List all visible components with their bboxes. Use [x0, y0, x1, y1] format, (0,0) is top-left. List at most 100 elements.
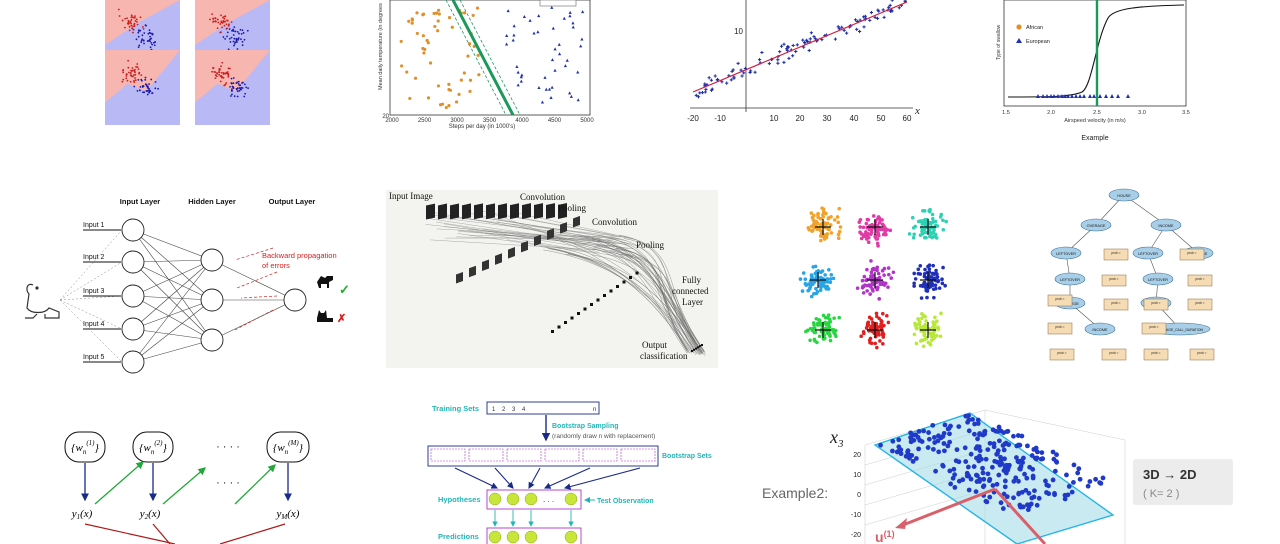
blue-point: [540, 100, 545, 104]
orange-point: [471, 13, 475, 18]
data-point: [896, 437, 902, 443]
cnn-input-image-label: Input Image: [389, 191, 433, 201]
connection: [132, 229, 213, 341]
cluster-point: [931, 263, 935, 268]
red-point: [226, 27, 228, 30]
tree-leaf: [1141, 322, 1167, 335]
data-point: [950, 475, 956, 481]
training-cell: 4: [522, 407, 526, 413]
data-point: [925, 445, 931, 450]
ym-node: yM(x): [276, 508, 300, 521]
data-point: [981, 476, 987, 482]
data-point: [1071, 462, 1077, 468]
data-point: [905, 449, 910, 455]
feature-map: [560, 222, 567, 234]
sampling-arrow: [494, 467, 514, 489]
red-point: [122, 68, 125, 71]
data-point: [966, 487, 972, 493]
blue-point: [148, 83, 151, 85]
cluster: [912, 263, 947, 300]
cluster-point: [868, 336, 873, 341]
blue-point: [505, 42, 509, 46]
connection: [132, 259, 213, 363]
blue-point: [232, 87, 235, 90]
red-point: [129, 20, 132, 23]
data-point: [1014, 455, 1019, 460]
cluster-point: [859, 236, 864, 241]
red-point: [130, 24, 133, 27]
cluster-point: [826, 313, 831, 317]
blue-point: [240, 32, 243, 35]
red-point: [134, 77, 136, 79]
regression-x-tick: 60: [903, 114, 912, 123]
svm-x-tick: 5000: [580, 118, 594, 124]
red-point: [133, 74, 135, 76]
blue-point: [149, 46, 152, 49]
logistic-y-label: Type of swallow: [996, 24, 1002, 60]
blue-point: [240, 86, 243, 89]
blue-point: [144, 83, 147, 86]
centroid-marker: [867, 219, 883, 235]
data-point: [1054, 452, 1059, 458]
data-point: [977, 476, 983, 482]
output-node: [283, 288, 307, 312]
cluster-point: [912, 271, 917, 276]
cluster-point: [933, 326, 937, 330]
red-point: [223, 24, 226, 27]
data-point: [1015, 433, 1021, 438]
svm-x-tick: 4000: [515, 118, 529, 124]
orange-point: [468, 89, 472, 94]
cluster-point: [873, 341, 878, 346]
blue-point: [516, 70, 520, 74]
cluster-point: [943, 283, 947, 288]
data-point: [710, 87, 714, 91]
output-neuron: [691, 350, 693, 352]
data-point: [1016, 478, 1021, 484]
bootstrap-set: [582, 448, 618, 462]
data-point: [794, 49, 798, 54]
blue-point: [246, 29, 249, 32]
tree-leaf: [1179, 248, 1205, 261]
tree-leaf-label: prob =: [1057, 351, 1066, 355]
cluster-point: [815, 323, 820, 327]
red-point: [136, 21, 138, 23]
cluster-point: [810, 229, 814, 233]
blue-point: [230, 77, 233, 80]
red-point: [134, 79, 137, 82]
connection: [211, 259, 296, 301]
dog-silhouette-icon: [317, 276, 333, 288]
cluster-point: [860, 285, 865, 290]
cluster-point: [870, 326, 874, 331]
data-point: [876, 8, 880, 12]
blue-point: [234, 41, 237, 44]
data-point: [1062, 496, 1068, 502]
feature-map: [462, 203, 471, 220]
red-point: [140, 74, 143, 77]
blue-point: [242, 32, 245, 34]
orange-point: [450, 25, 454, 29]
correct-check-icon: ✓: [339, 282, 350, 297]
blue-point: [568, 10, 572, 14]
cluster-point: [875, 241, 880, 246]
red-point: [135, 66, 137, 68]
european-marker: [1056, 94, 1060, 98]
regression-x-tick: 10: [770, 114, 779, 123]
data-point: [940, 462, 946, 468]
european-marker: [1082, 94, 1086, 98]
data-point: [915, 434, 921, 440]
cnn-connection: [607, 254, 688, 353]
cnn-connection: [551, 248, 701, 354]
cnn-connection: [484, 233, 609, 255]
orange-point: [467, 42, 472, 46]
cnn-connection: [456, 236, 611, 241]
data-point: [845, 31, 849, 35]
blue-point: [557, 52, 562, 56]
cluster: [907, 207, 948, 240]
data-point: [878, 442, 883, 448]
blue-point: [135, 38, 138, 41]
cnn-connection: [506, 239, 587, 252]
centroid-marker: [815, 219, 831, 235]
blue-point: [536, 30, 540, 34]
data-point: [987, 494, 993, 500]
cat-silhouette-icon: [317, 310, 333, 322]
